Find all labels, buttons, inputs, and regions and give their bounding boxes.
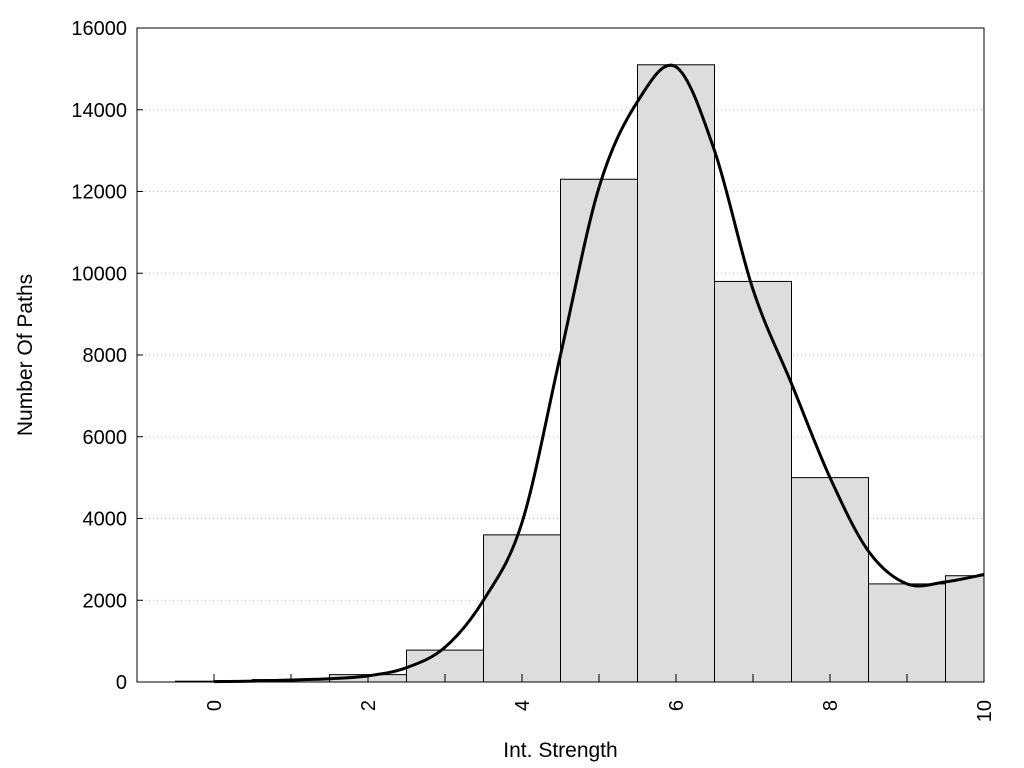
histogram-bar	[945, 575, 985, 683]
histogram-bar	[714, 280, 792, 683]
histogram-bar	[868, 583, 946, 683]
y-axis-label: Number Of Paths	[14, 274, 37, 436]
y-axis-ticks: 0 2000 4000 6000 8000 10000 12000 14000 16000	[71, 18, 143, 694]
y-tick-label: 14000	[71, 100, 127, 122]
x-axis-label: Int. Strength	[503, 739, 617, 762]
histogram-bar	[483, 534, 561, 683]
x-tick-label: 4	[512, 700, 534, 711]
y-tick-label: 4000	[83, 509, 128, 531]
y-tick-label: 16000	[71, 18, 127, 40]
y-tick-label: 10000	[71, 263, 127, 285]
x-tick-label: 2	[358, 700, 380, 711]
y-tick-label: 12000	[71, 182, 127, 204]
x-tick-label: 0	[204, 700, 226, 711]
bars	[175, 64, 985, 683]
x-tick-label: 10	[974, 700, 996, 722]
y-tick-label: 0	[116, 672, 127, 694]
histogram-bar	[637, 64, 715, 683]
y-tick-label: 2000	[83, 590, 128, 612]
histogram-bar	[560, 178, 638, 683]
histogram-bar	[791, 477, 869, 683]
y-tick-label: 6000	[83, 427, 128, 449]
y-tick-label: 8000	[83, 345, 128, 367]
x-axis-ticks: 0 2 4 6 8 10	[204, 674, 996, 722]
x-tick-label: 8	[820, 700, 842, 711]
x-tick-label: 6	[666, 700, 688, 711]
smooth-curve	[213, 63, 985, 684]
